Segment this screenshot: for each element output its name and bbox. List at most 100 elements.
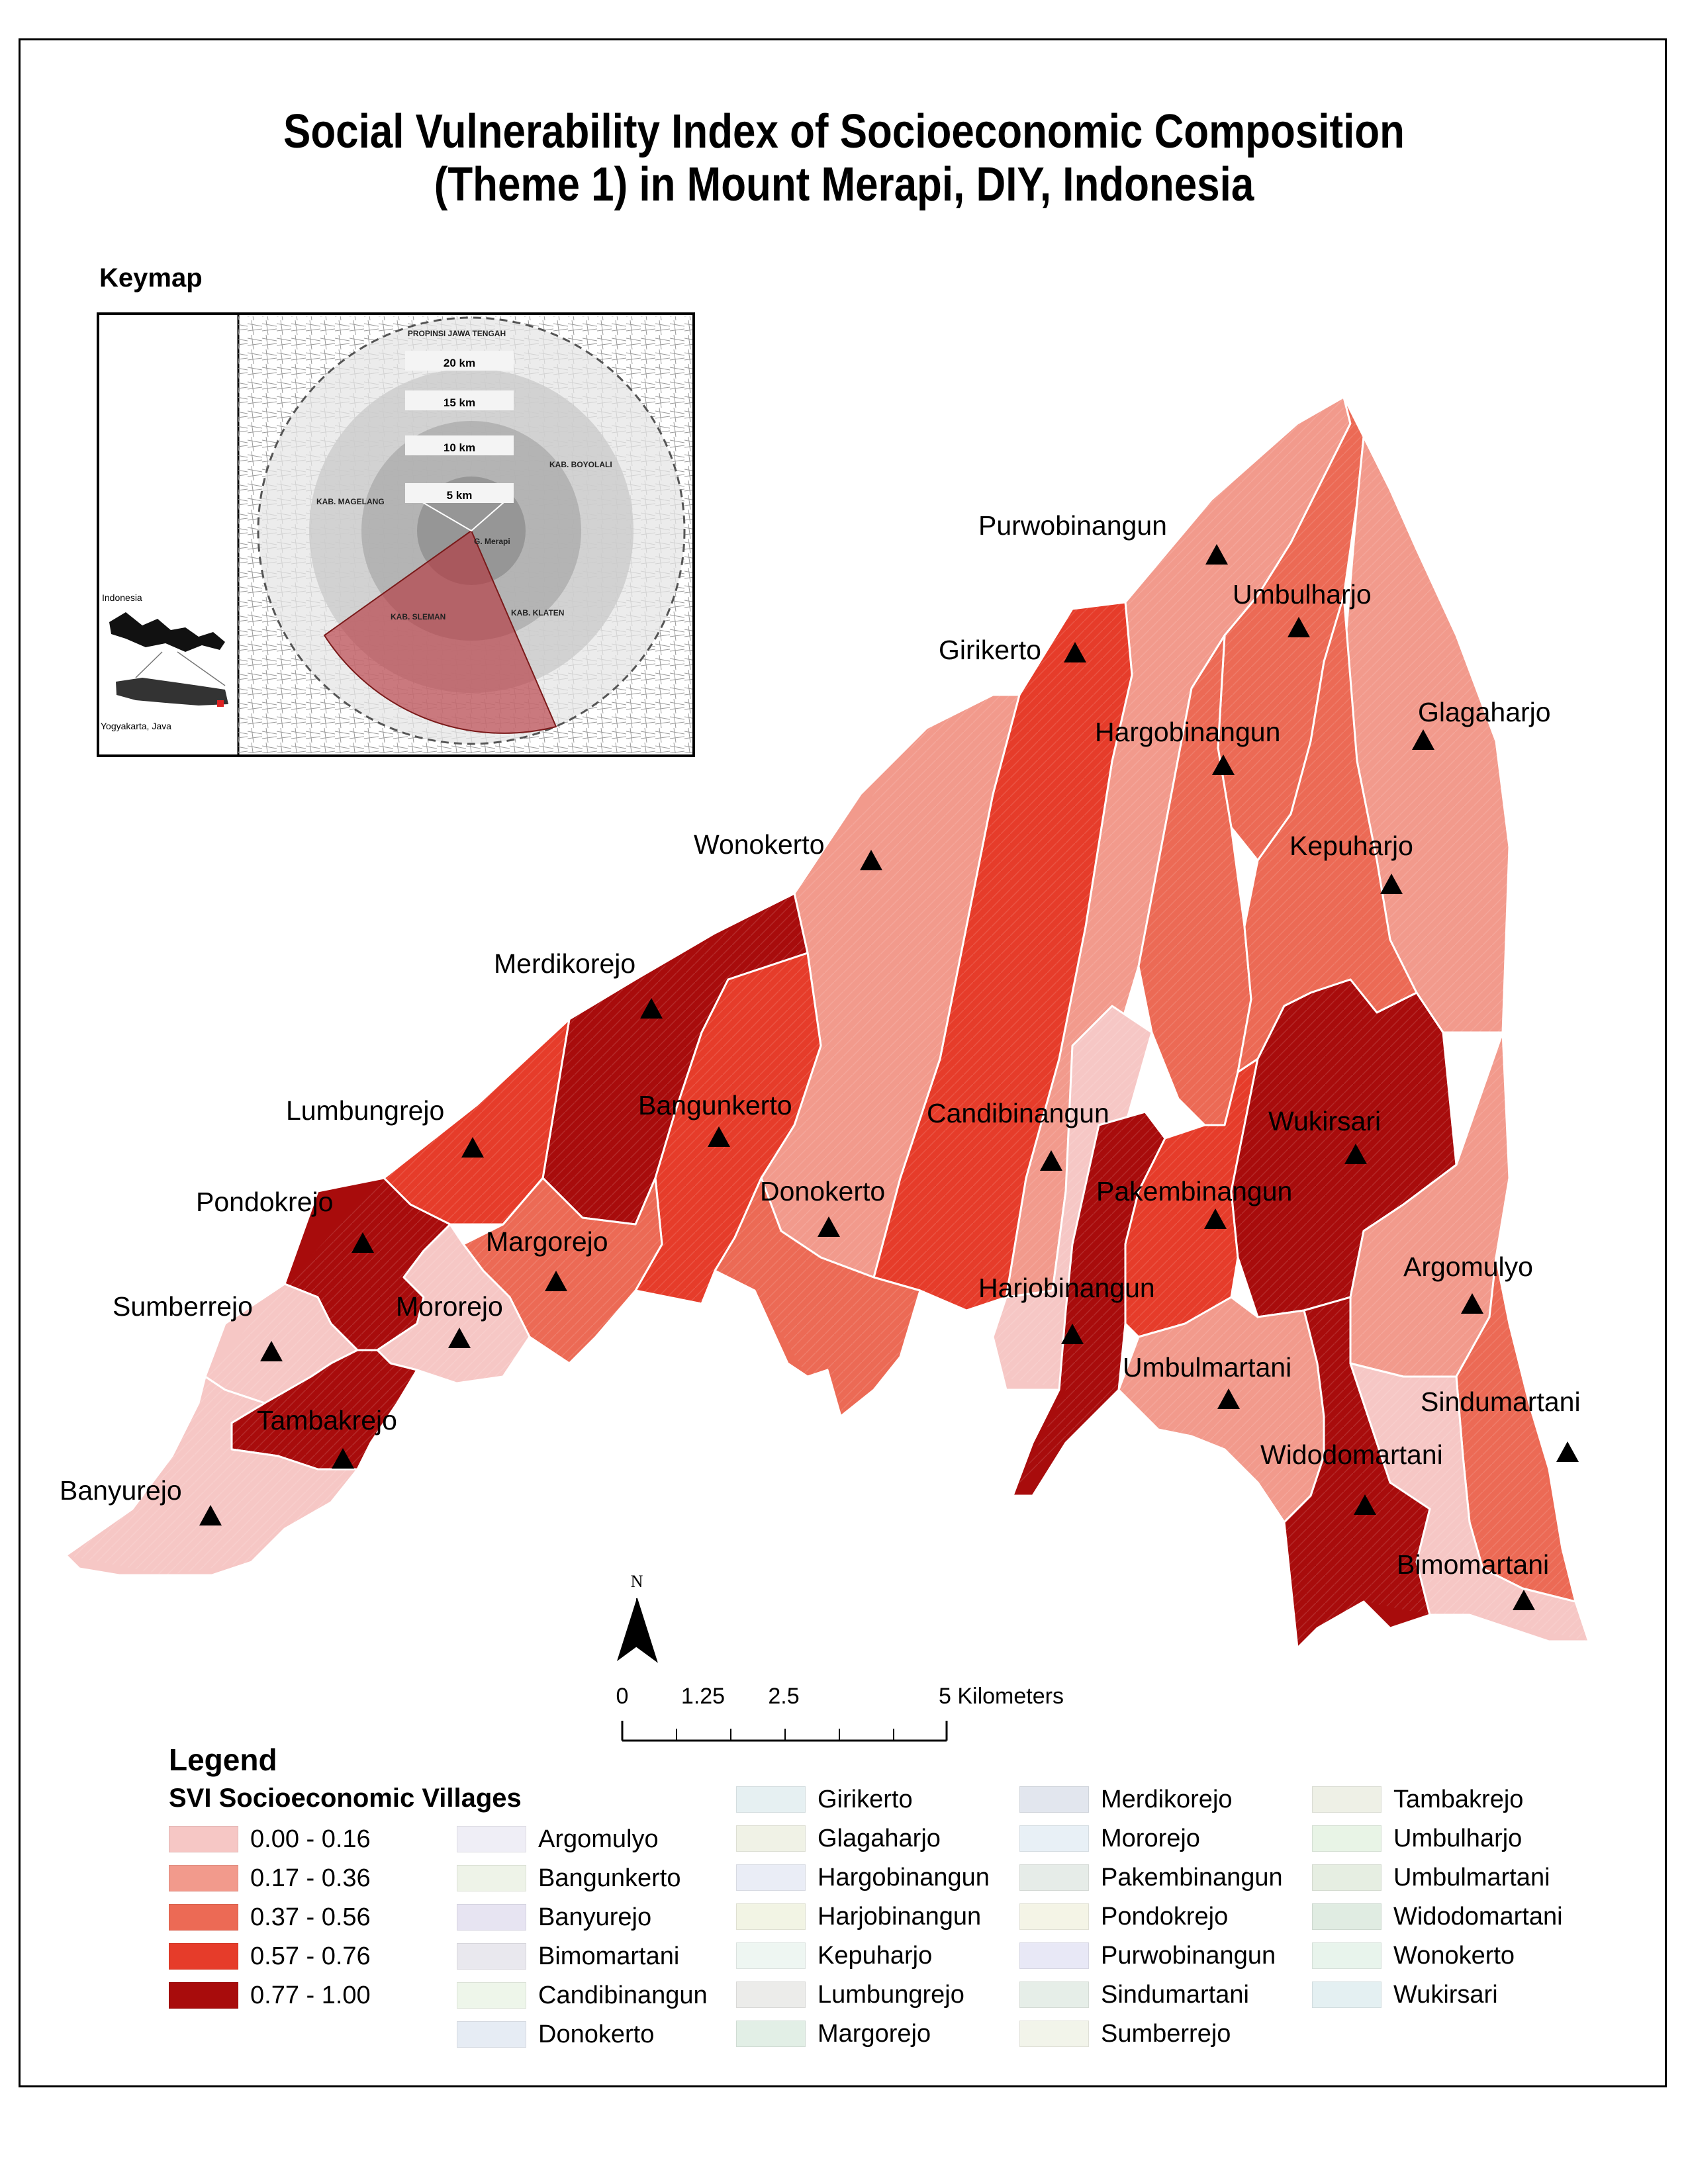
- keymap-region-label: KAB. BOYOLALI: [549, 460, 612, 469]
- legend-village-item: Pondokrejo: [1019, 1899, 1228, 1934]
- village-label-argomulyo: Argomulyo: [1403, 1251, 1533, 1282]
- village-label-donokerto: Donokerto: [760, 1176, 885, 1206]
- legend-label: Merdikorejo: [1101, 1785, 1233, 1813]
- legend-swatch: [736, 2021, 806, 2047]
- legend-label: Umbulmartani: [1393, 1863, 1550, 1891]
- legend-village-item: Harjobinangun: [736, 1899, 981, 1934]
- legend-swatch: [736, 1786, 806, 1813]
- village-label-mororejo: Mororejo: [396, 1291, 503, 1322]
- legend-village-item: Umbulmartani: [1312, 1860, 1550, 1895]
- legend-swatch: [1019, 1864, 1089, 1891]
- legend-village-item: Sumberrejo: [1019, 2016, 1231, 2052]
- keymap-region-label: KAB. MAGELANG: [316, 497, 385, 506]
- village-label-pondokrejo: Pondokrejo: [196, 1187, 333, 1217]
- legend-village-item: Glagaharjo: [736, 1821, 941, 1856]
- legend-label: 0.37 - 0.56: [250, 1903, 371, 1931]
- legend-village-item: Margorejo: [736, 2016, 931, 2052]
- village-label-girikerto: Girikerto: [939, 635, 1041, 665]
- keymap: 20 km 15 km 10 km 5 km PROPINSI JAWA TEN…: [97, 312, 695, 757]
- keymap-region-label: G. Merapi: [474, 537, 510, 546]
- legend-village-item: Donokerto: [457, 2017, 654, 2052]
- village-label-glagaharjo: Glagaharjo: [1418, 697, 1551, 727]
- legend-village-item: Banyurejo: [457, 1899, 651, 1935]
- legend-swatch: [1019, 2021, 1089, 2047]
- legend-village-item: Argomulyo: [457, 1821, 659, 1857]
- legend-swatch: [736, 1864, 806, 1891]
- village-marker-wukirsari: [1344, 1144, 1367, 1164]
- village-marker-hargobinangun: [1212, 754, 1235, 775]
- legend-label: Sumberrejo: [1101, 2019, 1231, 2048]
- keymap-inset-study-area-marker: [217, 700, 224, 707]
- map-title-line-2: (Theme 1) in Mount Merapi, DIY, Indonesi…: [434, 158, 1254, 211]
- legend-label: Hargobinangun: [818, 1863, 990, 1891]
- legend-swatch: [457, 1982, 526, 2009]
- keymap-region-labels: PROPINSI JAWA TENGAH KAB. BOYOLALI KAB. …: [316, 329, 612, 621]
- legend-label: Wonokerto: [1393, 1941, 1515, 1970]
- legend-swatch: [169, 1826, 238, 1852]
- village-centroid-markers: [199, 544, 1579, 1610]
- legend-label: Tambakrejo: [1393, 1785, 1524, 1813]
- legend-swatch: [1019, 1786, 1089, 1813]
- legend-label: Pondokrejo: [1101, 1902, 1229, 1931]
- legend-swatch: [736, 1825, 806, 1852]
- legend-label: Bangunkerto: [538, 1864, 681, 1892]
- keymap-ring-label: 10 km: [444, 441, 475, 454]
- legend-label: Bimomartani: [538, 1942, 680, 1970]
- village-marker-argomulyo: [1461, 1293, 1483, 1314]
- village-marker-pondokrejo: [352, 1232, 374, 1253]
- legend-swatch: [1019, 1981, 1089, 2008]
- keymap-title: Keymap: [99, 263, 203, 293]
- keymap-inset-region-label: Yogyakarta, Java: [101, 721, 171, 731]
- village-label-hargobinangun: Hargobinangun: [1095, 717, 1280, 747]
- village-marker-margorejo: [545, 1271, 567, 1291]
- village-label-umbulharjo: Umbulharjo: [1233, 579, 1372, 610]
- legend-swatch: [457, 1865, 526, 1891]
- village-label-sumberrejo: Sumberrejo: [113, 1291, 253, 1322]
- legend-label: Pakembinangun: [1101, 1863, 1283, 1891]
- legend-label: Purwobinangun: [1101, 1941, 1276, 1970]
- scale-tick-label: 5 Kilometers: [939, 1684, 1064, 1709]
- legend-label: Argomulyo: [538, 1825, 659, 1853]
- legend-swatch: [1019, 1825, 1089, 1852]
- village-marker-bangunkerto: [708, 1126, 730, 1147]
- legend-swatch: [1312, 1864, 1382, 1891]
- legend-village-item: Merdikorejo: [1019, 1782, 1233, 1817]
- legend-label: Margorejo: [818, 2019, 931, 2048]
- legend-swatch: [736, 1903, 806, 1930]
- scale-tick-label: 2.5: [768, 1684, 799, 1709]
- legend-swatch: [1312, 1825, 1382, 1852]
- legend-title: Legend: [169, 1743, 277, 1777]
- village-marker-mororejo: [448, 1328, 471, 1348]
- legend-label: Girikerto: [818, 1785, 913, 1813]
- village-label-candibinangun: Candibinangun: [927, 1098, 1109, 1128]
- north-arrow-left-half: [617, 1598, 637, 1661]
- village-label-sindumartani: Sindumartani: [1421, 1387, 1581, 1417]
- village-label-tambakrejo: Tambakrejo: [257, 1405, 397, 1435]
- legend-label: 0.17 - 0.36: [250, 1864, 371, 1892]
- legend-class-item: 0.57 - 0.76: [169, 1938, 371, 1974]
- legend-village-item: Wukirsari: [1312, 1977, 1498, 2013]
- legend-village-item: Hargobinangun: [736, 1860, 990, 1895]
- legend-village-item: Bimomartani: [457, 1938, 679, 1974]
- village-marker-sindumartani: [1556, 1441, 1579, 1462]
- legend-village-item: Pakembinangun: [1019, 1860, 1283, 1895]
- village-label-purwobinangun: Purwobinangun: [978, 510, 1167, 541]
- keymap-inset-java-shape: [116, 678, 228, 705]
- legend-swatch: [1312, 1981, 1382, 2008]
- keymap-ring-labels: 20 km 15 km 10 km 5 km: [405, 351, 514, 503]
- legend-label: Banyurejo: [538, 1903, 652, 1931]
- village-marker-bimomartani: [1513, 1590, 1535, 1610]
- legend-village-item: Lumbungrejo: [736, 1977, 964, 2013]
- legend-swatch: [169, 1865, 238, 1891]
- village-label-kepuharjo: Kepuharjo: [1289, 831, 1413, 861]
- legend-class-item: 0.37 - 0.56: [169, 1899, 371, 1935]
- legend-label: Mororejo: [1101, 1824, 1200, 1852]
- village-marker-girikerto: [1064, 642, 1086, 662]
- village-label-bangunkerto: Bangunkerto: [638, 1090, 792, 1120]
- legend-village-item: Girikerto: [736, 1782, 913, 1817]
- scale-tick-label: 1.25: [681, 1684, 725, 1709]
- village-label-bimomartani: Bimomartani: [1397, 1549, 1549, 1580]
- village-label-widodomartani: Widodomartani: [1260, 1439, 1443, 1470]
- village-marker-candibinangun: [1040, 1150, 1062, 1171]
